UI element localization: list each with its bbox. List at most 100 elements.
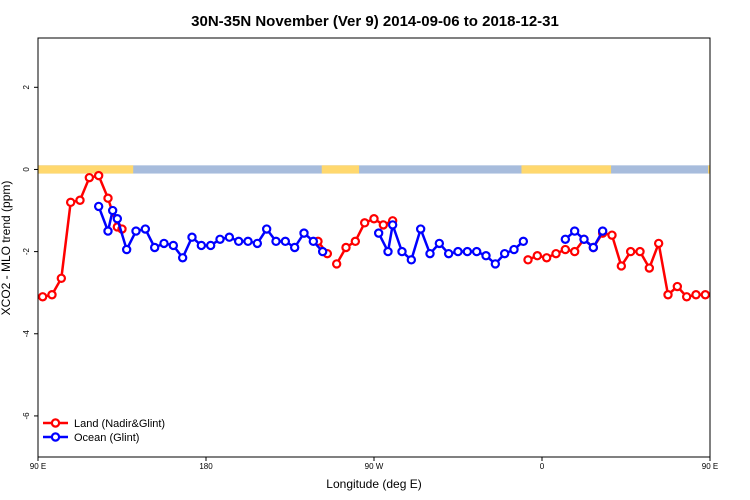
data-point — [103, 193, 113, 203]
land-strip-segment — [521, 165, 612, 174]
data-point — [490, 259, 501, 269]
data-point — [415, 224, 426, 234]
data-point — [588, 242, 599, 253]
legend-marker — [50, 432, 61, 442]
data-point — [653, 238, 664, 249]
data-point — [299, 228, 309, 238]
data-point — [107, 205, 118, 216]
data-point — [112, 214, 123, 224]
data-point — [289, 242, 300, 253]
data-point — [168, 240, 179, 251]
data-point — [425, 248, 435, 259]
data-point — [378, 220, 389, 230]
data-point — [65, 197, 76, 208]
data-point — [331, 259, 342, 269]
data-point — [224, 232, 235, 242]
data-point — [616, 261, 627, 271]
legend-item-ocean: Ocean (Glint) — [43, 432, 139, 444]
x-tick-label: 0 — [540, 462, 545, 471]
data-point — [597, 226, 608, 236]
data-point — [215, 234, 225, 244]
data-point — [560, 234, 571, 244]
data-point — [471, 246, 482, 257]
plot-frame — [37, 37, 711, 458]
data-point — [663, 290, 673, 300]
data-point — [560, 244, 571, 255]
data-point — [149, 242, 160, 253]
data-point — [551, 248, 561, 259]
data-point — [569, 246, 580, 257]
data-point — [691, 290, 701, 300]
y-tick-label: -4 — [22, 330, 31, 338]
data-point — [523, 255, 533, 265]
data-point — [350, 236, 361, 247]
data-point — [406, 255, 417, 265]
data-point — [453, 246, 463, 257]
series-layer — [37, 170, 711, 302]
legend-label: Ocean (Glint) — [74, 432, 139, 444]
land-ocean-strip — [38, 165, 710, 174]
x-tick-label: 90 E — [30, 462, 46, 471]
x-tick-label: 90 E — [702, 462, 718, 471]
data-point — [509, 244, 519, 255]
x-axis: 90 E 180 90 W 0 90 E — [30, 457, 718, 471]
y-tick-label: 2 — [22, 85, 31, 90]
land-strip-segment — [708, 165, 710, 174]
data-point — [644, 263, 655, 273]
data-point — [47, 290, 57, 300]
y-axis-label: XCO2 - MLO trend (ppm) — [0, 181, 13, 316]
data-point — [103, 226, 113, 236]
data-point — [499, 248, 510, 259]
data-point — [140, 224, 151, 234]
y-axis: -6 -4 -2 0 2 — [22, 85, 38, 420]
data-point — [308, 236, 319, 247]
data-point — [271, 236, 281, 247]
data-point — [625, 246, 636, 257]
x-tick-label: 90 W — [365, 462, 384, 471]
data-point — [462, 246, 473, 257]
data-point — [532, 251, 543, 261]
data-point — [75, 195, 85, 205]
data-point — [681, 292, 692, 302]
data-point — [700, 290, 711, 300]
series-line — [42, 174, 123, 299]
data-point — [131, 226, 141, 236]
data-point — [93, 201, 104, 212]
data-point — [187, 232, 197, 242]
data-point — [93, 170, 104, 181]
ocean-strip — [38, 165, 710, 174]
y-tick-label: 0 — [22, 167, 31, 172]
data-point — [383, 246, 393, 257]
land-strip-segment — [38, 165, 134, 174]
land-strip-segment — [321, 165, 360, 174]
data-point — [317, 246, 328, 257]
data-point — [84, 172, 95, 183]
data-point — [607, 230, 617, 240]
data-point — [397, 246, 407, 257]
data-point — [121, 244, 132, 255]
y-tick-label: -6 — [22, 412, 31, 420]
x-tick-label: 180 — [199, 462, 213, 471]
data-point — [443, 248, 454, 259]
data-point — [37, 292, 48, 302]
data-point — [541, 253, 552, 263]
data-point — [518, 236, 529, 247]
series-land — [37, 170, 711, 302]
legend-label: Land (Nadir&Glint) — [74, 418, 165, 430]
data-point — [359, 218, 370, 228]
data-point — [196, 240, 207, 251]
y-tick-label: -2 — [22, 248, 31, 256]
data-point — [481, 251, 491, 261]
legend: Land (Nadir&Glint) Ocean (Glint) — [43, 418, 165, 444]
data-point — [56, 273, 67, 284]
data-point — [672, 281, 683, 292]
data-point — [569, 226, 580, 236]
data-point — [243, 236, 253, 247]
data-point — [159, 238, 169, 249]
data-point — [341, 242, 351, 253]
data-point — [233, 236, 244, 247]
x-axis-label: Longitude (deg E) — [326, 477, 421, 491]
data-point — [177, 253, 188, 263]
data-point — [280, 236, 291, 247]
